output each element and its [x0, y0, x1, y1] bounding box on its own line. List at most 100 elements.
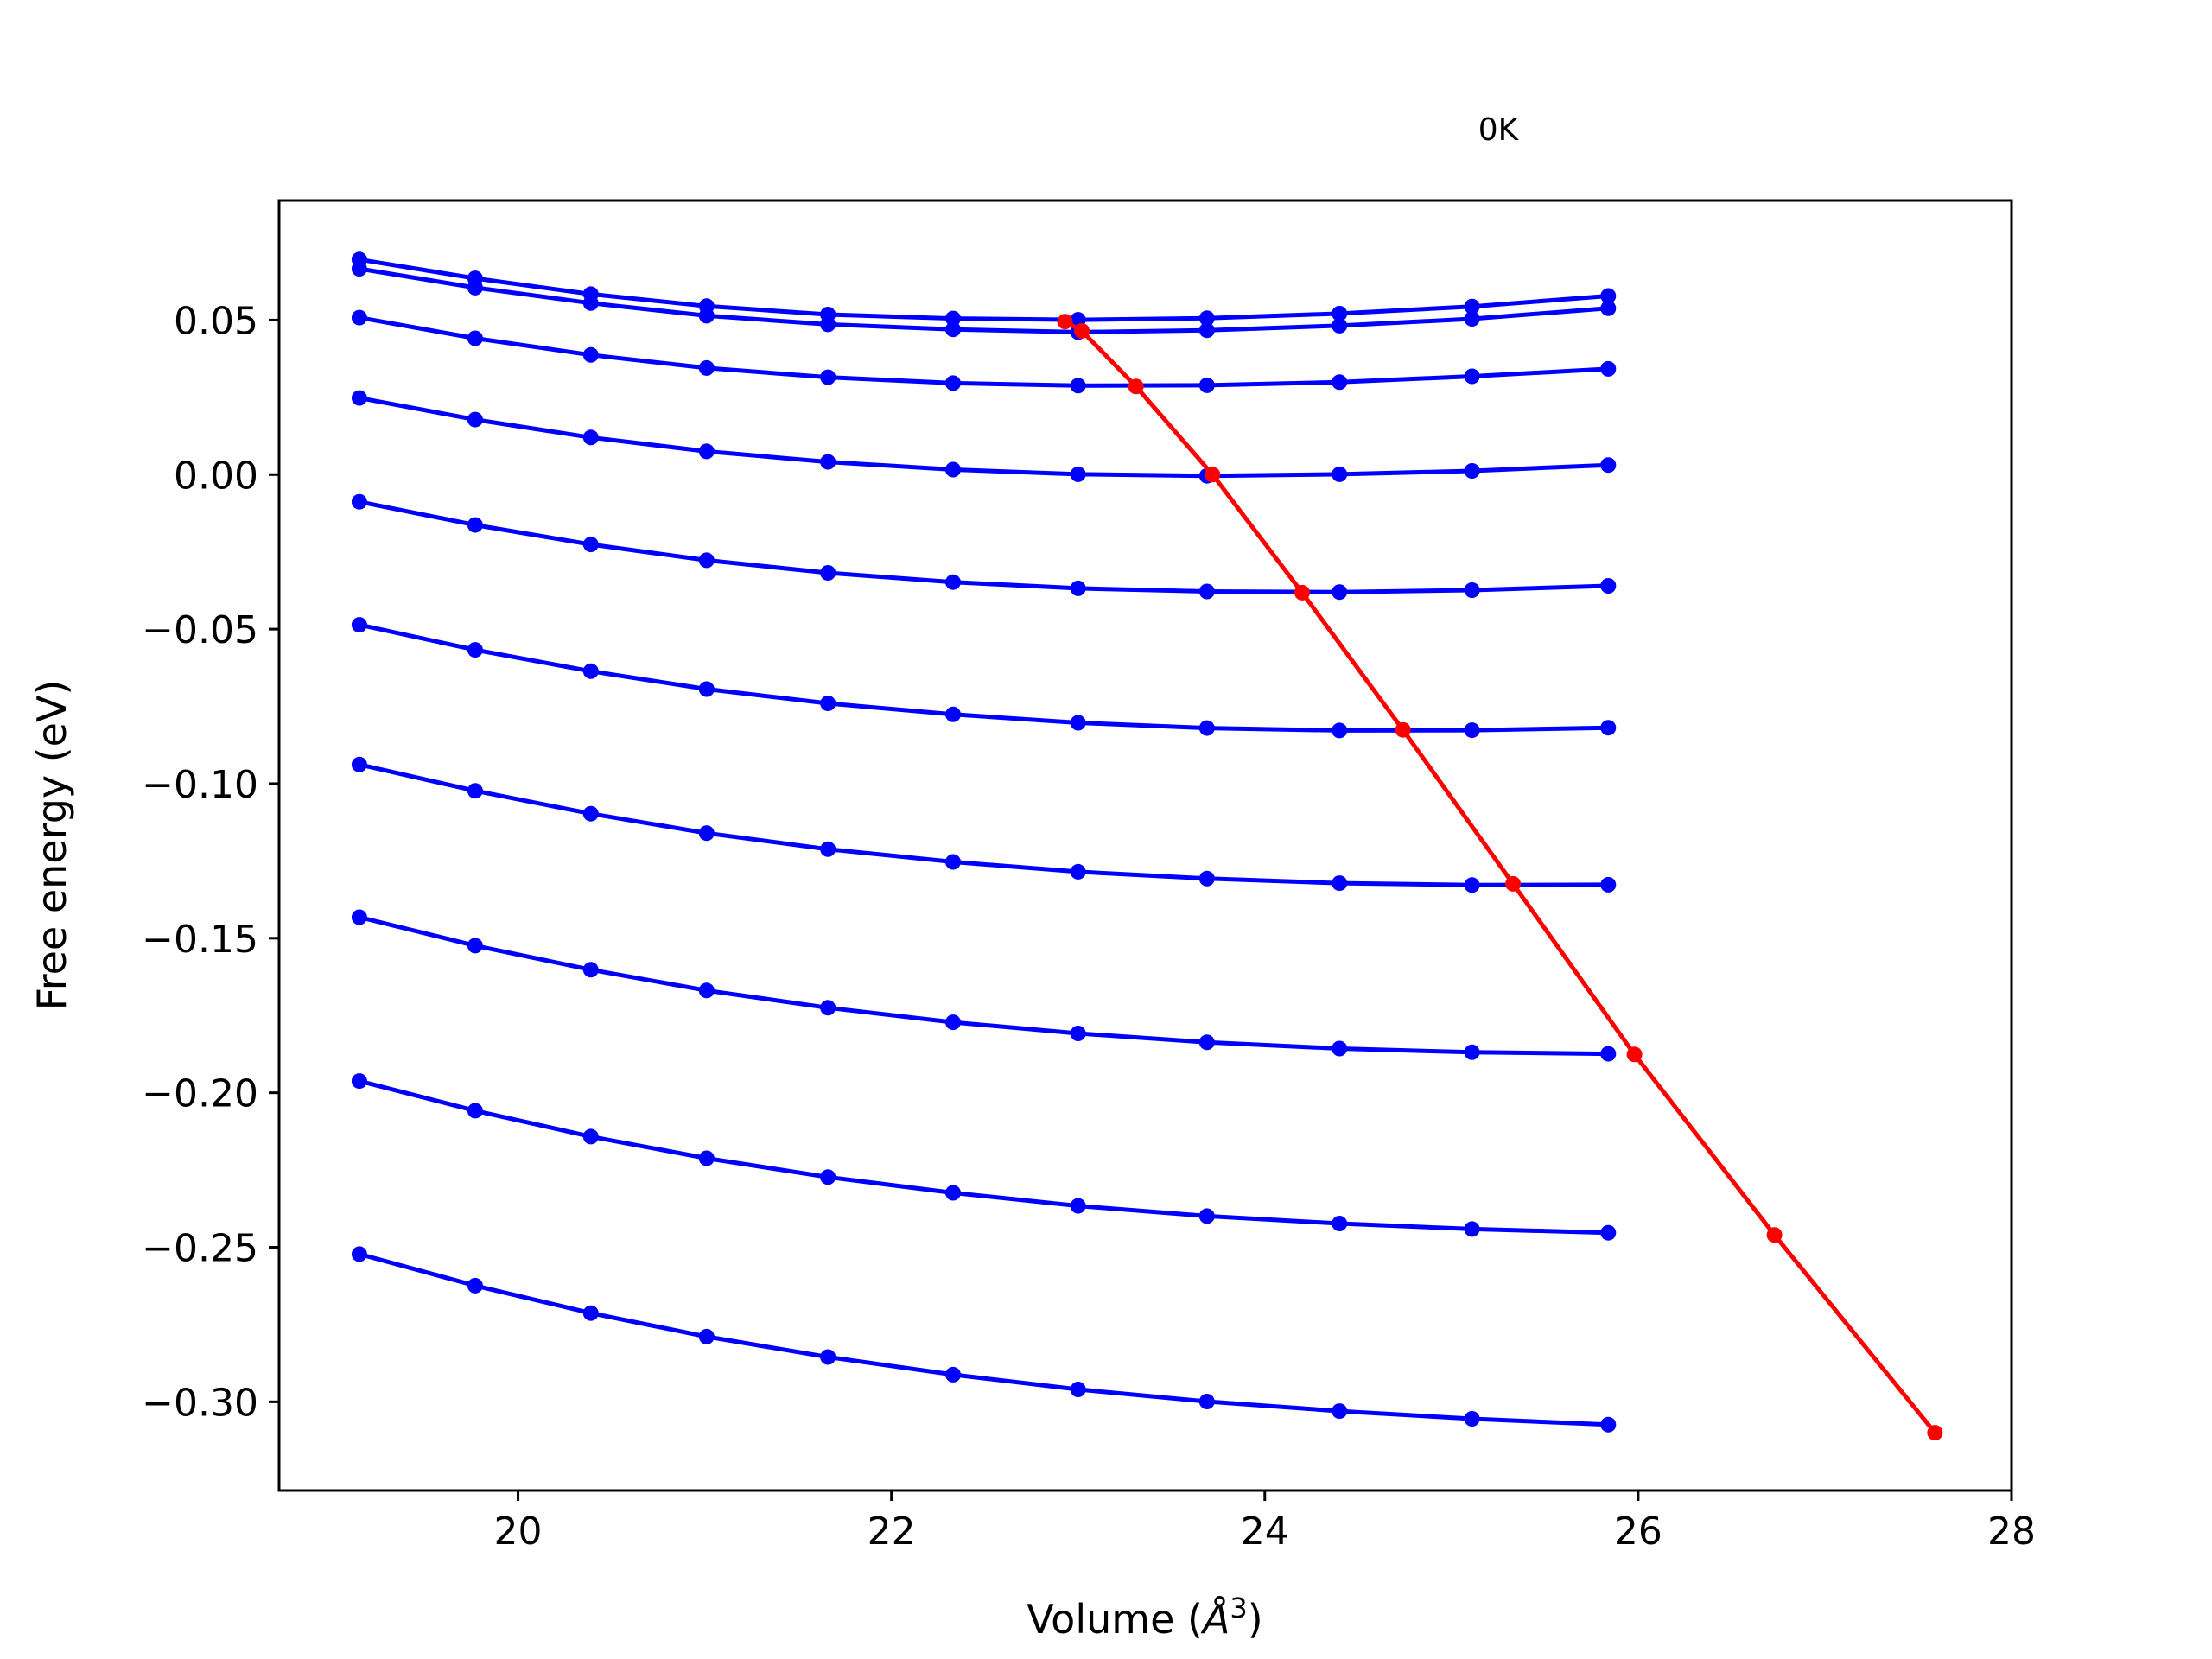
x-tick-label: 26: [1614, 1510, 1662, 1554]
data-point: [1332, 584, 1348, 601]
minimum-line: [1064, 320, 1937, 1434]
data-point: [1600, 457, 1617, 474]
x-axis-title-exponent: 3: [1230, 1592, 1247, 1624]
data-point: [1070, 1198, 1086, 1214]
data-point: [467, 642, 483, 658]
x-tick-label: 20: [494, 1510, 543, 1554]
data-point: [820, 454, 836, 470]
minimum-point: [1505, 875, 1522, 892]
data-point: [582, 346, 599, 363]
data-point: [820, 316, 836, 333]
x-axis-title-unit: Å: [1200, 1596, 1230, 1643]
data-point: [1332, 305, 1348, 321]
series-line: [359, 1251, 1609, 1427]
data-point: [820, 1349, 836, 1365]
data-point: [1332, 875, 1348, 892]
data-point: [351, 309, 367, 326]
data-point: [1600, 876, 1617, 893]
annotation-label: 0K: [1478, 112, 1520, 148]
data-point: [820, 565, 836, 581]
data-point: [1070, 863, 1086, 880]
x-tick-label: 28: [1987, 1510, 2036, 1554]
data-point: [698, 552, 715, 569]
data-point: [1198, 583, 1215, 600]
data-point: [1600, 1224, 1617, 1241]
data-point: [698, 359, 715, 376]
data-point: [1600, 578, 1617, 594]
data-point: [351, 756, 367, 772]
data-point: [467, 279, 483, 296]
y-tick-label: −0.25: [142, 1226, 258, 1270]
data-point: [698, 1328, 715, 1344]
data-point: [1070, 580, 1086, 596]
data-point: [582, 962, 599, 978]
data-point: [1198, 322, 1215, 339]
data-point: [945, 854, 961, 870]
minimum-point: [1927, 1425, 1943, 1441]
series-line: [359, 915, 1609, 1057]
data-point: [945, 1014, 961, 1031]
data-point: [698, 1150, 715, 1166]
data-point: [351, 617, 367, 633]
x-axis-title-close: ): [1248, 1596, 1263, 1643]
data-point: [820, 841, 836, 857]
minimum-curve-layer: [1057, 314, 1943, 1441]
y-tick-label: 0.00: [174, 454, 258, 498]
data-point: [582, 663, 599, 679]
data-point: [1070, 1382, 1086, 1397]
data-point: [1332, 722, 1348, 739]
data-point: [1600, 300, 1617, 316]
data-point: [351, 390, 367, 406]
plot-frame: [277, 199, 2013, 1492]
data-point: [1332, 466, 1348, 482]
data-point: [1198, 720, 1215, 736]
data-point: [1198, 870, 1215, 887]
series-line: [359, 266, 1609, 334]
data-point: [1464, 368, 1480, 385]
minimum-point: [1294, 584, 1310, 601]
data-point: [1464, 1044, 1480, 1060]
series-4: [351, 390, 1617, 484]
data-point: [1332, 317, 1348, 334]
minimum-point: [1395, 721, 1411, 738]
data-point: [582, 537, 599, 553]
data-point: [820, 1000, 836, 1016]
data-point: [945, 1185, 961, 1201]
data-point: [945, 375, 961, 391]
data-point: [351, 493, 367, 510]
data-point: [1464, 1221, 1480, 1237]
series-1: [351, 251, 1617, 328]
data-point: [698, 308, 715, 324]
data-point: [1464, 463, 1480, 479]
data-point: [1600, 360, 1617, 377]
series-line: [359, 762, 1609, 887]
series-6: [351, 617, 1617, 739]
data-point: [1464, 311, 1480, 327]
data-point: [351, 261, 367, 276]
data-point: [351, 909, 367, 925]
data-point: [1464, 298, 1480, 315]
data-point: [1070, 1026, 1086, 1041]
series-8: [351, 909, 1617, 1062]
data-point: [945, 321, 961, 338]
data-point: [582, 429, 599, 446]
series-10: [351, 1246, 1617, 1433]
data-point: [1332, 1216, 1348, 1231]
data-point: [945, 461, 961, 478]
data-point: [1600, 720, 1617, 736]
data-point: [945, 706, 961, 722]
series-line: [359, 1078, 1609, 1236]
series-3: [351, 309, 1617, 394]
data-point: [698, 681, 715, 697]
y-axis-ticks: 0.05 0.00 −0.05 −0.10 −0.15 −0.20 −0.25 −0.30: [142, 299, 279, 1425]
data-point: [1600, 1416, 1617, 1433]
data-point: [820, 369, 836, 385]
series-line: [359, 622, 1609, 733]
series-7: [351, 756, 1617, 893]
x-axis-title-main: Volume (: [1027, 1596, 1203, 1643]
series-5: [351, 493, 1617, 601]
data-point: [1464, 582, 1480, 598]
data-point: [1070, 466, 1086, 482]
data-point: [1600, 288, 1617, 304]
